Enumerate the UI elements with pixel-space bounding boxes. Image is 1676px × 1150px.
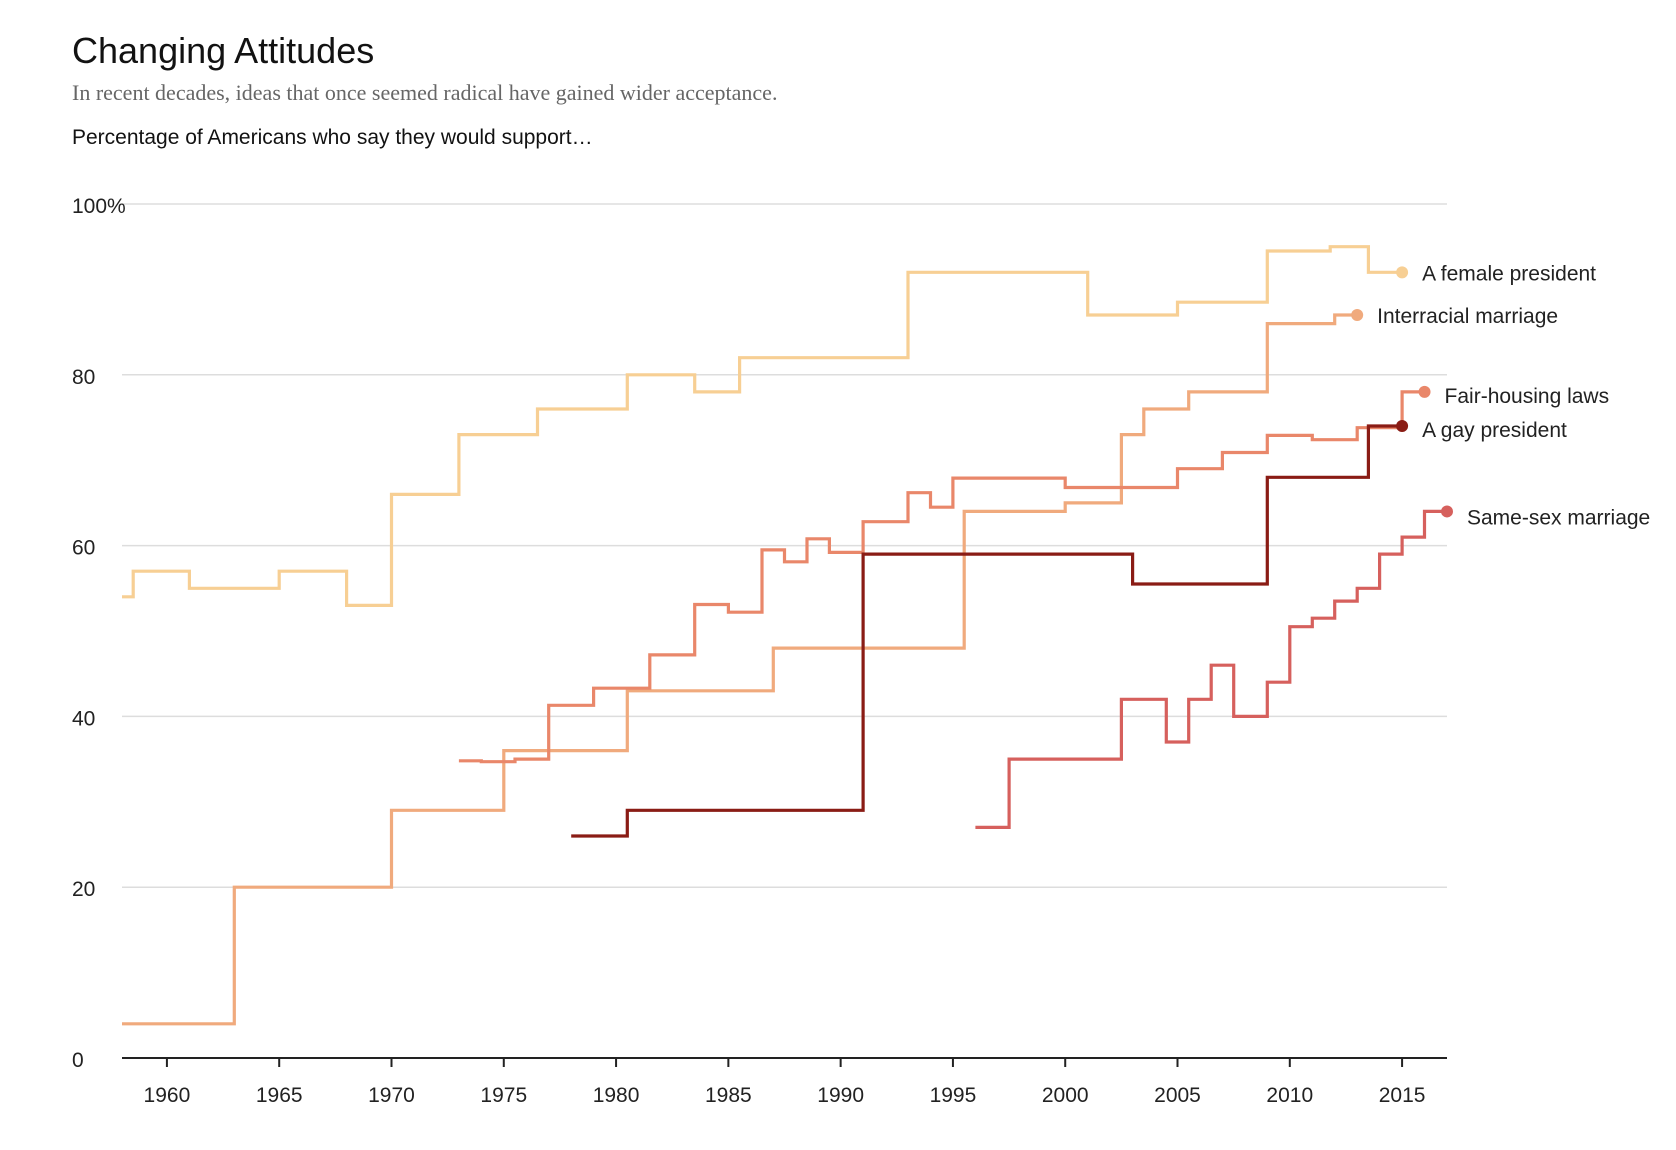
series-end-dot (1396, 266, 1409, 279)
series-end-dot (1418, 385, 1431, 398)
y-tick-label: 100% (72, 195, 126, 218)
x-tick-label: 1970 (368, 1084, 415, 1107)
series-line (122, 245, 1403, 607)
series-label: Fair-housing laws (1445, 385, 1610, 408)
y-tick-label: 0 (72, 1049, 84, 1072)
y-tick-label: 20 (72, 878, 95, 901)
series-line (571, 424, 1403, 838)
x-tick-label: 1980 (593, 1084, 640, 1107)
x-tick-label: 2000 (1042, 1084, 1089, 1107)
series-end-dot (1351, 309, 1364, 322)
x-tick-label: 2005 (1154, 1084, 1201, 1107)
y-tick-label: 80 (72, 366, 95, 389)
series-line (122, 313, 1358, 1026)
series-line (975, 509, 1447, 829)
axes: 0 20 40 60 80 100% 1960 1965 1970 1975 1980 1985 199… (72, 195, 1447, 1107)
y-tick-label: 40 (72, 707, 95, 730)
x-tick-label: 1965 (256, 1084, 303, 1107)
y-tick-label: 60 (72, 537, 95, 560)
x-tick-label: 2010 (1266, 1084, 1313, 1107)
chart-title: Changing Attitudes (72, 30, 375, 71)
series-label: Interracial marriage (1377, 305, 1558, 328)
series-label: A female president (1422, 262, 1596, 285)
series-line (458, 390, 1425, 764)
x-tick-label: 1990 (817, 1084, 864, 1107)
gridlines (122, 203, 1447, 888)
x-tick-label: 1985 (705, 1084, 752, 1107)
x-tick-label: 1995 (930, 1084, 977, 1107)
series-end-dot (1396, 420, 1409, 433)
series-label: A gay president (1422, 419, 1567, 442)
x-tick-label: 2015 (1379, 1084, 1426, 1107)
series-label: Same-sex marriage (1467, 506, 1650, 529)
chart-lead-in: Percentage of Americans who say they wou… (72, 126, 593, 149)
x-tick-label: 1960 (144, 1084, 191, 1107)
series-end-dot (1441, 505, 1453, 518)
chart-subtitle: In recent decades, ideas that once seeme… (72, 80, 778, 105)
series-lines (122, 245, 1453, 1026)
series-labels: A female president Interracial marriage Fa… (1377, 262, 1650, 529)
x-tick-label: 1975 (480, 1084, 527, 1107)
